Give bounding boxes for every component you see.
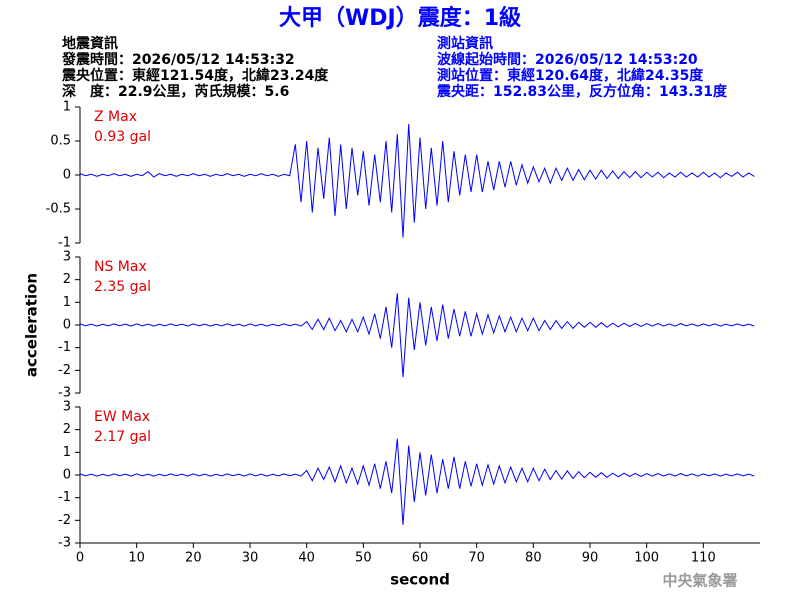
y-tick-label: 2 — [63, 272, 71, 287]
y-tick-label: 3 — [63, 250, 71, 265]
quake-info: 發震時間：2026/05/12 14:53:32 — [61, 51, 295, 68]
station-info: 波線起始時間：2026/05/12 14:53:20 — [437, 51, 698, 68]
y-tick-label: -3 — [58, 386, 71, 401]
y-tick-label: -2 — [58, 363, 71, 378]
x-tick-label: 60 — [412, 551, 429, 566]
quake-info: 地震資訊 — [62, 35, 118, 52]
y-tick-label: -2 — [58, 513, 71, 528]
y-tick-label: 3 — [63, 400, 71, 415]
y-tick-label: -3 — [58, 536, 71, 551]
x-tick-label: 10 — [128, 551, 145, 566]
y-tick-label: 0.5 — [50, 134, 71, 149]
x-tick-label: 80 — [525, 551, 542, 566]
waveform — [79, 123, 755, 238]
agency: 中央氣象署 — [662, 572, 737, 590]
y-tick-label: 0 — [63, 168, 71, 183]
y-axis-label: acceleration — [23, 273, 41, 377]
max-label: Z Max — [94, 109, 137, 125]
y-tick-label: 2 — [63, 422, 71, 437]
title: 大甲（WDJ）震度：1級 — [279, 5, 521, 31]
x-tick-label: 20 — [185, 551, 202, 566]
x-axis-label: second — [390, 571, 450, 589]
station-info: 測站資訊 — [437, 35, 493, 52]
y-tick-label: -1 — [58, 236, 71, 251]
max-value: 2.17 gal — [94, 429, 151, 445]
waveform — [79, 438, 755, 525]
max-value: 2.35 gal — [94, 279, 151, 295]
y-tick-label: 0 — [63, 468, 71, 483]
station-info: 測站位置：東經120.64度，北緯24.35度 — [437, 67, 704, 84]
max-label: EW Max — [94, 409, 150, 425]
x-tick-label: 30 — [242, 551, 259, 566]
y-tick-label: -1 — [58, 340, 71, 355]
x-tick-label: 50 — [355, 551, 372, 566]
max-label: NS Max — [94, 259, 147, 275]
y-tick-label: -1 — [58, 490, 71, 505]
max-value: 0.93 gal — [94, 129, 151, 145]
y-tick-label: 0 — [63, 318, 71, 333]
x-tick-label: 40 — [298, 551, 315, 566]
quake-info: 深 度：22.9公里，芮氏規模：5.6 — [62, 83, 289, 100]
station-info: 震央距：152.83公里，反方位角：143.31度 — [436, 83, 728, 100]
y-tick-label: 1 — [63, 295, 71, 310]
quake-info: 震央位置：東經121.54度，北緯23.24度 — [61, 67, 329, 84]
y-tick-label: 1 — [63, 100, 71, 115]
x-tick-label: 90 — [582, 551, 599, 566]
waveform — [79, 293, 755, 378]
x-tick-label: 110 — [691, 551, 716, 566]
x-tick-label: 70 — [468, 551, 485, 566]
x-tick-label: 100 — [634, 551, 659, 566]
y-tick-label: -0.5 — [46, 202, 71, 217]
y-tick-label: 1 — [63, 445, 71, 460]
x-tick-label: 0 — [76, 551, 84, 566]
